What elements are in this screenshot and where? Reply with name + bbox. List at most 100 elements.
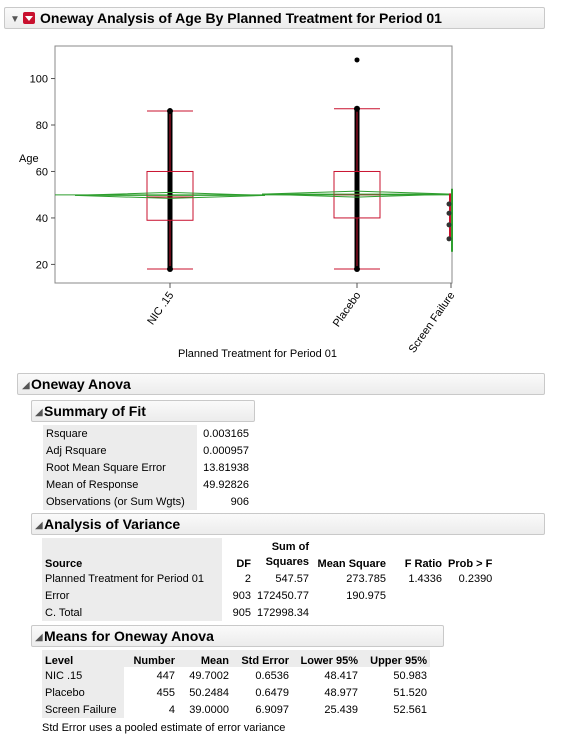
summary-of-fit-title: Summary of Fit (44, 403, 146, 419)
col-upper-95: Upper 95% (361, 650, 430, 667)
table-row: NIC .15 447 49.7002 0.6536 48.417 50.983 (42, 667, 430, 684)
col-mean-square: Mean Square (317, 558, 386, 570)
cell-number: 447 (156, 669, 175, 682)
cell-p (445, 587, 495, 604)
cell-lower: 25.439 (324, 703, 358, 716)
cell-df: 905 (232, 606, 251, 619)
means-title: Means for Oneway Anova (44, 628, 214, 644)
cell-ms: 190.975 (346, 589, 386, 602)
data-point (167, 266, 173, 273)
summary-label: Observations (or Sum Wgts) (43, 493, 197, 510)
col-lower-95: Lower 95% (292, 650, 361, 667)
cell-se: 0.6536 (255, 669, 289, 682)
cell-mean: 50.2484 (189, 686, 229, 699)
means-table: Level Number Mean Std Error Lower 95% Up… (42, 650, 430, 718)
cell-level: NIC .15 (42, 667, 124, 684)
cell-f: 1.4336 (408, 572, 442, 585)
cell-source: C. Total (42, 604, 222, 621)
cell-f (389, 604, 445, 621)
summary-value: 906 (230, 495, 249, 508)
analysis-of-variance-title: Analysis of Variance (44, 516, 181, 532)
plot-frame (54, 45, 453, 284)
y-tick-label: 20 (36, 259, 48, 271)
collapse-triangle-icon[interactable]: ▼ (10, 14, 20, 25)
cell-ms (312, 604, 389, 621)
cell-source: Planned Treatment for Period 01 (42, 570, 222, 587)
report-title: Oneway Analysis of Age By Planned Treatm… (40, 10, 442, 26)
summary-row: Rsquare 0.003165 (43, 425, 252, 442)
cell-upper: 51.520 (393, 686, 427, 699)
cell-p (445, 604, 495, 621)
outlier-point (354, 57, 360, 63)
oneway-anova-title: Oneway Anova (31, 376, 131, 392)
data-point (167, 108, 173, 115)
oneway-box-plot: 20 40 60 80 100 NIC .15 Placebo Screen Failure (30, 45, 457, 355)
table-row: C. Total 905 172998.34 (42, 604, 495, 621)
summary-of-fit-header[interactable]: ◢ Summary of Fit (31, 400, 255, 422)
cell-f (389, 587, 445, 604)
analysis-of-variance-header[interactable]: ◢ Analysis of Variance (31, 513, 545, 535)
collapse-triangle-icon[interactable]: ◢ (35, 407, 43, 418)
data-point (446, 201, 452, 207)
cell-ss: 547.57 (275, 572, 309, 585)
means-header[interactable]: ◢ Means for Oneway Anova (31, 625, 444, 647)
x-tick-label: Placebo (331, 290, 364, 329)
col-prob-f: Prob > F (448, 558, 493, 570)
summary-row: Mean of Response 49.92826 (43, 476, 252, 493)
cell-number: 455 (156, 686, 175, 699)
summary-value: 13.81938 (203, 461, 249, 474)
col-ss-top: Sum of (271, 541, 309, 553)
cell-source: Error (42, 587, 222, 604)
cell-ss: 172998.34 (257, 606, 309, 619)
collapse-triangle-icon[interactable]: ◢ (35, 520, 43, 531)
y-tick-label: 80 (36, 120, 48, 132)
summary-label: Root Mean Square Error (43, 459, 197, 476)
cell-mean: 49.7002 (189, 669, 229, 682)
data-point (354, 266, 360, 273)
col-source: Source (42, 538, 222, 570)
summary-label: Rsquare (43, 425, 197, 442)
collapse-triangle-icon[interactable]: ◢ (22, 380, 30, 391)
cell-df: 903 (232, 589, 251, 602)
summary-row: Root Mean Square Error 13.81938 (43, 459, 252, 476)
cell-lower: 48.417 (324, 669, 358, 682)
y-tick-label: 60 (36, 166, 48, 178)
cell-number: 4 (168, 703, 175, 716)
cell-upper: 52.561 (393, 703, 427, 716)
cell-lower: 48.977 (324, 686, 358, 699)
col-mean: Mean (178, 650, 232, 667)
x-tick-label: NIC .15 (145, 290, 176, 327)
summary-value: 0.003165 (203, 427, 249, 440)
col-df: DF (236, 558, 251, 570)
summary-value: 49.92826 (203, 478, 249, 491)
cell-level: Screen Failure (42, 701, 124, 718)
summary-label: Adj Rsquare (43, 442, 197, 459)
x-axis-label: Planned Treatment for Period 01 (178, 348, 337, 360)
table-row: Screen Failure 4 39.0000 6.9097 25.439 52.561 (42, 701, 430, 718)
summary-label: Mean of Response (43, 476, 197, 493)
oneway-anova-header[interactable]: ◢ Oneway Anova (17, 373, 545, 395)
cell-ms: 273.785 (346, 572, 386, 585)
table-row: Error 903 172450.77 190.975 (42, 587, 495, 604)
cell-p: 0.2390 (458, 572, 493, 585)
red-triangle-menu-icon[interactable] (23, 12, 35, 24)
col-std-error: Std Error (232, 650, 292, 667)
collapse-triangle-icon[interactable]: ◢ (35, 632, 43, 643)
col-f-ratio: F Ratio (404, 558, 442, 570)
analysis-of-variance-table: Source DF Sum of Squares Mean Square F R… (42, 538, 495, 621)
cell-se: 6.9097 (255, 703, 289, 716)
oneway-report-header[interactable]: ▼ Oneway Analysis of Age By Planned Trea… (4, 7, 545, 29)
col-sum-of-squares: Sum of Squares (254, 538, 312, 570)
std-error-note: Std Error uses a pooled estimate of erro… (42, 722, 286, 734)
table-row: Planned Treatment for Period 01 2 547.57 27… (42, 570, 495, 587)
summary-row: Observations (or Sum Wgts) 906 (43, 493, 252, 510)
col-level: Level (42, 650, 124, 667)
summary-value: 0.000957 (203, 444, 249, 457)
cell-mean: 39.0000 (189, 703, 229, 716)
cell-level: Placebo (42, 684, 124, 701)
data-point (446, 236, 452, 242)
cell-upper: 50.983 (393, 669, 427, 682)
summary-row: Adj Rsquare 0.000957 (43, 442, 252, 459)
data-point (446, 222, 452, 228)
data-point (354, 105, 360, 112)
